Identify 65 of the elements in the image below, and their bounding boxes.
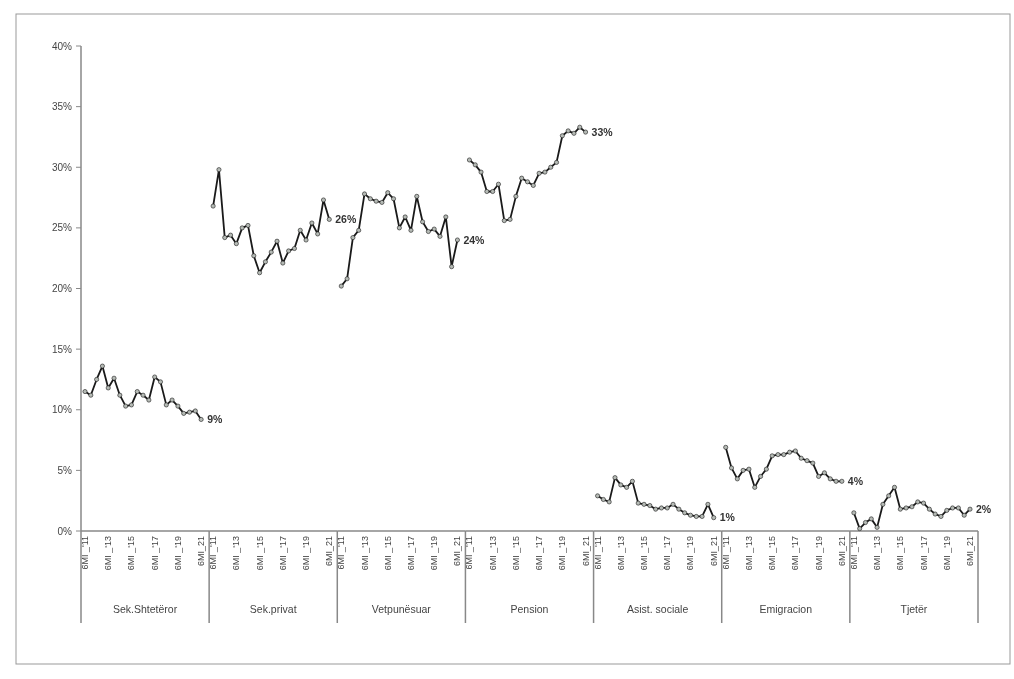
x-tick-label: 6MI _'19 — [685, 536, 696, 571]
x-tick-label: 6MI _'19 — [813, 536, 824, 571]
x-tick-label: 6MI_21 — [580, 536, 591, 567]
x-axis-title: Pension — [510, 603, 549, 615]
y-tick-label: 5% — [57, 464, 73, 476]
data-label: 26% — [335, 213, 357, 226]
x-tick-label: 6MI _'15 — [254, 536, 265, 571]
x-axis-title: Tjetër — [900, 603, 928, 615]
x-tick-label: 6MI _'19 — [941, 536, 952, 571]
x-tick-label: 6MI _'15 — [382, 536, 393, 571]
x-tick-label: 6MI _'13 — [103, 536, 114, 571]
x-tick-label: 6MI _'11 — [336, 536, 347, 570]
x-tick-label: 6MI _'17 — [405, 536, 416, 571]
data-label: 24% — [463, 233, 486, 246]
x-tick-label: 6MI _'19 — [557, 536, 568, 571]
x-tick-label: 6MI _'11 — [720, 536, 731, 570]
x-tick-label: 6MI _'15 — [126, 536, 137, 571]
x-tick-label: 6MI _'15 — [895, 536, 906, 571]
x-tick-label: 6MI _'19 — [172, 536, 183, 571]
data-label: 4% — [847, 474, 864, 487]
x-tick-label: 6MI _'17 — [918, 536, 929, 571]
x-tick-label: 6MI _'17 — [790, 536, 801, 571]
x-tick-label: 6MI _'11 — [208, 536, 219, 570]
x-tick-label: 6MI _'11 — [464, 536, 475, 570]
y-tick-label: 35% — [51, 101, 73, 113]
x-tick-label: 6MI _'11 — [592, 536, 603, 570]
x-tick-label: 6MI _'13 — [487, 536, 498, 571]
x-tick-label: 6MI _'19 — [429, 536, 440, 571]
y-tick-label: 20% — [51, 283, 73, 294]
data-label: 1% — [719, 511, 736, 524]
x-tick-label: 6MI _'13 — [872, 536, 883, 571]
x-tick-label: 6MI _'19 — [301, 536, 312, 571]
y-tick-label: 25% — [51, 222, 73, 234]
x-tick-label: 6MI _'15 — [510, 536, 521, 571]
x-tick-label: 6MI_21 — [836, 536, 847, 567]
x-tick-label: 6MI_21 — [452, 536, 463, 567]
x-axis-title: Emigracion — [759, 603, 813, 615]
x-tick-label: 6MI_21 — [324, 536, 335, 567]
x-tick-label: 6MI _'17 — [277, 536, 288, 571]
x-tick-label: 6MI _'13 — [743, 536, 754, 571]
x-tick-label: 6MI_21 — [965, 536, 975, 567]
x-tick-label: 6MI_21 — [708, 536, 719, 567]
x-tick-label: 6MI _'17 — [534, 536, 545, 571]
x-tick-label: 6MI _'13 — [615, 536, 626, 571]
x-tick-label: 6MI _'13 — [359, 536, 370, 571]
x-tick-label: 6MI_21 — [196, 536, 207, 567]
x-tick-label: 6MI _'15 — [639, 536, 650, 571]
y-tick-label: 30% — [51, 161, 73, 173]
y-tick-label: 40% — [51, 40, 73, 52]
data-label: 2% — [976, 502, 992, 515]
y-tick-label: 0% — [57, 525, 73, 537]
x-tick-label: 6MI _'11 — [848, 536, 859, 570]
x-tick-label: 6MI _'17 — [149, 536, 160, 571]
x-axis-title: Sek.Shtetëror — [112, 603, 178, 615]
data-label: 9% — [207, 413, 223, 426]
x-tick-label: 6MI _'13 — [231, 536, 242, 571]
data-label: 33% — [591, 125, 614, 138]
x-axis-title: Asist. sociale — [627, 603, 689, 615]
x-axis-title: Vetpunësuar — [371, 603, 432, 615]
x-axis-title: Sek.privat — [249, 603, 297, 615]
x-tick-label: 6MI _'17 — [662, 536, 673, 571]
x-tick-label: 6MI _'11 — [80, 536, 90, 570]
x-tick-label: 6MI _'15 — [767, 536, 778, 571]
y-tick-label: 10% — [51, 404, 73, 416]
y-tick-label: 15% — [51, 343, 73, 355]
